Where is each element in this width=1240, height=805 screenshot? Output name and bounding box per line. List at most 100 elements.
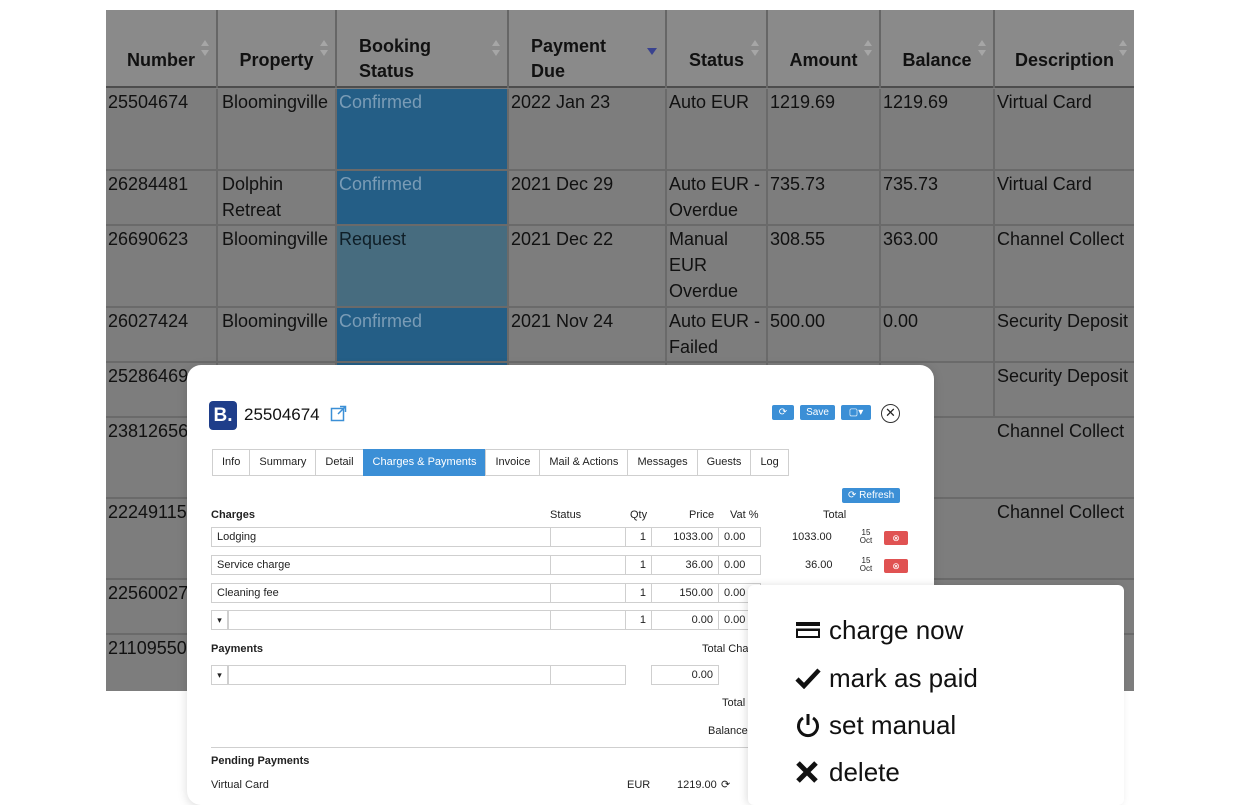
remove-icon: ⊗: [892, 533, 900, 543]
sort-icon: [492, 40, 501, 56]
payment-amount-input[interactable]: 0.00: [651, 665, 719, 685]
table-row[interactable]: 26027424 Bloomingville Confirmed 2021 No…: [106, 308, 1134, 363]
column-header-balance[interactable]: Balance: [881, 10, 995, 88]
cell-description: Virtual Card: [997, 174, 1092, 194]
charge-price-input[interactable]: 0.00: [651, 610, 719, 630]
cell-property: Bloomingville: [218, 89, 337, 169]
column-header-property[interactable]: Property: [218, 10, 337, 88]
charge-description-input[interactable]: Lodging: [211, 527, 551, 547]
column-header-description[interactable]: Description: [995, 10, 1134, 88]
charge-qty-input[interactable]: 1: [625, 527, 652, 547]
close-icon[interactable]: ✕: [881, 404, 900, 423]
charge-qty-input[interactable]: 1: [625, 555, 652, 575]
menu-item-label: set manual: [829, 709, 957, 740]
charge-price-input[interactable]: 36.00: [651, 555, 719, 575]
charge-description-input[interactable]: Service charge: [211, 555, 551, 575]
cell-balance: 1219.69: [881, 89, 995, 169]
column-header-booking-status[interactable]: Booking Status: [337, 10, 509, 88]
cell-booking-status: Confirmed: [337, 308, 509, 361]
charges-heading: Charges: [211, 509, 256, 521]
column-price: Price: [689, 509, 715, 521]
cell-payment-due: 2021 Dec 29: [509, 171, 667, 224]
table-header: Number Property Booking Status Payment D…: [106, 10, 1134, 88]
tab-charges-payments[interactable]: Charges & Payments: [362, 449, 487, 476]
delete-charge-button[interactable]: ⊗: [884, 559, 908, 573]
external-link-icon[interactable]: [330, 405, 347, 422]
cell-balance: 735.73: [881, 171, 995, 224]
tab-summary[interactable]: Summary: [249, 449, 317, 476]
sort-icon: [978, 40, 987, 56]
sync-button[interactable]: ⟳: [772, 405, 794, 420]
menu-item-delete[interactable]: delete: [795, 754, 900, 790]
tab-messages[interactable]: Messages: [627, 449, 698, 476]
cell-description: Security Deposit: [997, 366, 1129, 386]
table-row[interactable]: 25504674 Bloomingville Confirmed 2022 Ja…: [106, 89, 1134, 171]
charge-date: 15 Oct: [859, 528, 873, 545]
column-header-label: Booking Status: [359, 36, 431, 81]
payment-type-dropdown[interactable]: ▾: [211, 665, 228, 685]
remove-icon: ⊗: [892, 561, 900, 571]
cell-payment-due: 2021 Dec 22: [509, 226, 667, 306]
cell-number: 26690623: [106, 226, 218, 306]
tab-mail-actions[interactable]: Mail & Actions: [539, 449, 629, 476]
charge-qty-input[interactable]: 1: [625, 610, 652, 630]
column-header-label: Property: [239, 50, 314, 70]
tab-invoice[interactable]: Invoice: [485, 449, 541, 476]
charge-qty-input[interactable]: 1: [625, 583, 652, 603]
tab-detail[interactable]: Detail: [315, 449, 364, 476]
column-header-status[interactable]: Status: [667, 10, 768, 88]
charge-vat-input[interactable]: 0.00: [718, 555, 761, 575]
charge-status-input[interactable]: [550, 610, 626, 630]
column-header-label: Status: [688, 50, 744, 70]
menu-item-mark-as-paid[interactable]: mark as paid: [795, 660, 978, 696]
copy-dropdown-icon: ▢▾: [848, 407, 864, 418]
cell-amount: 735.73: [768, 171, 881, 224]
pending-payment-action-icon[interactable]: ⟳: [721, 779, 731, 791]
payment-status-input[interactable]: [550, 665, 626, 685]
column-header-number[interactable]: Number: [106, 10, 218, 88]
more-options-button[interactable]: ▢▾: [841, 405, 871, 420]
column-header-amount[interactable]: Amount: [768, 10, 881, 88]
charge-status-input[interactable]: [550, 555, 626, 575]
charge-status-input[interactable]: [550, 583, 626, 603]
column-header-label: Balance: [902, 50, 972, 70]
charge-price-input[interactable]: 150.00: [651, 583, 719, 603]
cell-status: Auto EUR: [667, 89, 768, 169]
dialog-tabs: Info Summary Detail Charges & Payments I…: [212, 449, 789, 476]
credit-card-icon: [795, 620, 829, 640]
charge-description-input[interactable]: [228, 610, 551, 630]
cell-payment-due: 2022 Jan 23: [509, 89, 667, 169]
tab-guests[interactable]: Guests: [696, 449, 752, 476]
total-charges-label: Total Cha: [702, 643, 749, 655]
cell-balance: 363.00: [881, 226, 995, 306]
booking-number: 25504674: [244, 405, 320, 424]
table-row[interactable]: 26284481 Dolphin Retreat Confirmed 2021 …: [106, 171, 1134, 226]
power-icon: [795, 712, 829, 738]
cell-status: Auto EUR - Overdue: [667, 171, 768, 224]
tab-info[interactable]: Info: [212, 449, 251, 476]
column-header-payment-due[interactable]: Payment Due: [509, 10, 667, 88]
balance-label: Balance: [708, 725, 748, 737]
delete-charge-button[interactable]: ⊗: [884, 531, 908, 545]
payment-description-input[interactable]: [228, 665, 551, 685]
charge-status-input[interactable]: [550, 527, 626, 547]
charge-total: 36.00: [805, 559, 833, 571]
column-total: Total: [823, 509, 847, 521]
cell-booking-status: Confirmed: [337, 89, 509, 169]
menu-item-charge-now[interactable]: charge now: [795, 612, 963, 648]
tab-log[interactable]: Log: [750, 449, 789, 476]
save-button[interactable]: Save: [800, 405, 835, 420]
check-icon: [795, 667, 829, 689]
charge-price-input[interactable]: 1033.00: [651, 527, 719, 547]
menu-item-set-manual[interactable]: set manual: [795, 707, 956, 743]
cell-description: Virtual Card: [997, 92, 1092, 112]
sort-descending-icon: [647, 48, 657, 55]
charge-vat-input[interactable]: 0.00: [718, 527, 761, 547]
refresh-button[interactable]: ⟳ Refresh: [842, 488, 901, 503]
charge-total: 1033.00: [792, 531, 832, 543]
charge-description-input[interactable]: Cleaning fee: [211, 583, 551, 603]
pending-payments-heading: Pending Payments: [211, 755, 310, 767]
column-header-label: Description: [1014, 50, 1115, 70]
item-select-dropdown[interactable]: ▾: [211, 610, 228, 630]
table-row[interactable]: 26690623 Bloomingville Request 2021 Dec …: [106, 226, 1134, 308]
